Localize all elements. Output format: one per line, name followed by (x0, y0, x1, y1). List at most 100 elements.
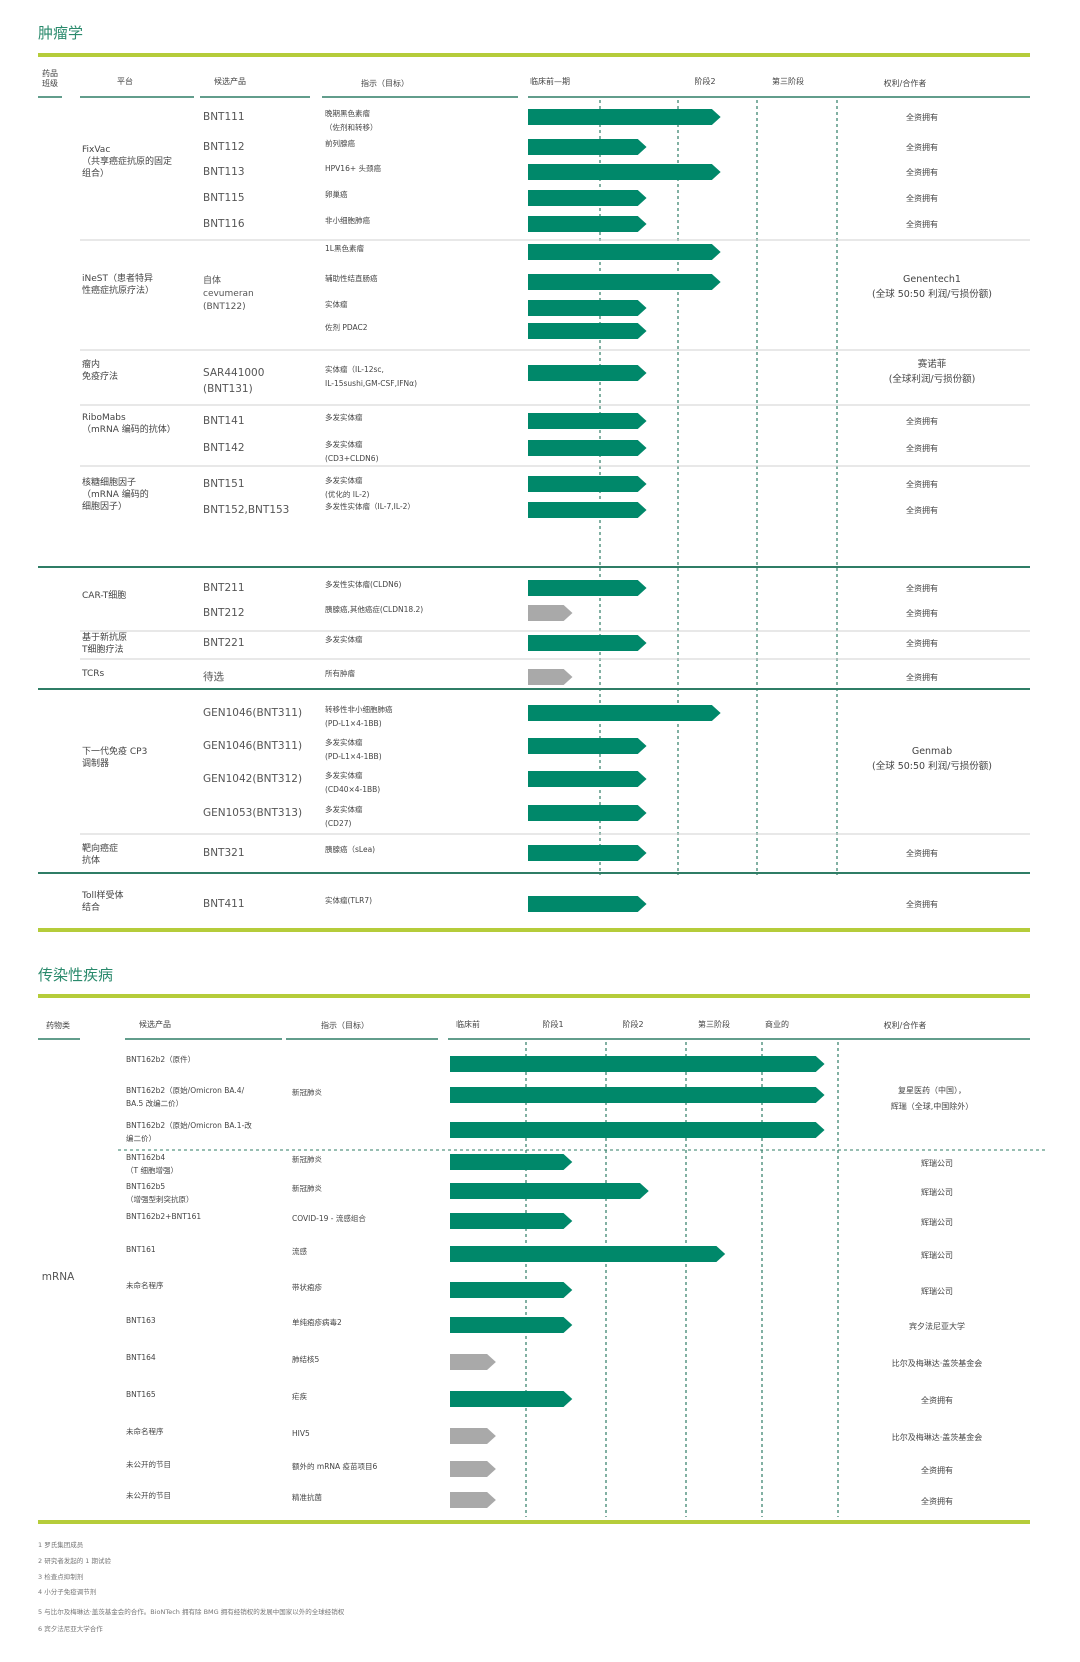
product-label: GEN1046(BNT311) (203, 707, 302, 719)
indication-label: 卵巢癌 (325, 189, 348, 199)
indication-label: 带状疱疹 (292, 1282, 322, 1292)
indication-label: 多发实体瘤 (325, 634, 363, 644)
product-label: BNT162b2（原始/Omicron BA.1-改编二价） (126, 1120, 252, 1143)
pipeline-bar (528, 440, 647, 456)
product-label: BNT162b2+BNT161 (126, 1212, 201, 1221)
rights-label: 全资拥有 (906, 443, 938, 453)
product-label: BNT321 (203, 847, 245, 859)
rights-label: 全资拥有 (921, 1395, 953, 1405)
rights-label: 辉瑞公司 (921, 1286, 953, 1296)
rights-label: 全资拥有 (906, 672, 938, 682)
indication-label: 晚期黑色素瘤（佐剂和转移） (325, 108, 378, 132)
product-label: 未命名程序 (126, 1280, 164, 1290)
pipeline-bar (528, 771, 647, 787)
rights-label: 全资拥有 (906, 608, 938, 618)
pipeline-bar (450, 1087, 825, 1103)
header-stage: 商业的 (765, 1019, 789, 1029)
product-label: BNT111 (203, 111, 245, 123)
header-platform: 平台 (117, 76, 133, 86)
pipeline-bar (528, 502, 647, 518)
pipeline-bar (450, 1282, 573, 1298)
platform-label: Toll样受体结合 (81, 889, 123, 913)
header-stage: 阶段2 (694, 76, 715, 86)
pipeline-bar (450, 1183, 649, 1199)
rights-label: 全资拥有 (906, 505, 938, 515)
product-label: BNT211 (203, 582, 245, 594)
product-label: BNT152,BNT153 (203, 504, 289, 516)
product-label: BNT162b4 （T 细胞增强） (126, 1153, 178, 1175)
rights-label: 辉瑞公司 (921, 1187, 953, 1197)
indication-label: 多发性实体瘤（IL-7,IL-2） (325, 501, 415, 511)
pipeline-bar (528, 805, 647, 821)
indication-label: 胰腺癌（sLea) (325, 844, 375, 854)
rights-label: 比尔及梅琳达·盖茨基金会 (892, 1432, 983, 1442)
platform-label: 核糖细胞因子（mRNA 编码的细胞因子） (82, 476, 149, 512)
partner-rights: 复星医药（中国），辉瑞（全球,中国除外） (891, 1085, 974, 1111)
footnote: 4 小分子免疫调节剂 (38, 1587, 96, 1596)
indication-label: 多发实体瘤 (325, 412, 363, 422)
indication-label: 实体瘤 (325, 299, 348, 309)
indication-label: 非小细胞肺癌 (325, 215, 370, 225)
pipeline-bar (528, 365, 647, 381)
product-label: BNT162b2（原始/Omicron BA.4/BA.5 改编二价） (126, 1085, 245, 1108)
pipeline-bar (528, 323, 647, 339)
pipeline-bar (528, 476, 647, 492)
indication-label: 单纯疱疹病毒2 (292, 1317, 342, 1327)
rights-label: 全资拥有 (906, 583, 938, 593)
indication-label: 实体瘤(TLR7) (325, 895, 372, 905)
rights-label: 全资拥有 (921, 1496, 953, 1506)
rights-label: 全资拥有 (906, 219, 938, 229)
indication-label: 实体瘤（IL-12sc, IL-15sushi,GM-CSF,IFNα) (325, 364, 417, 388)
platform-label: 瘤内免疫疗法 (82, 358, 118, 382)
header-indication: 指示（目标） (321, 1020, 369, 1030)
pipeline-bar (528, 580, 647, 596)
pipeline-bar (528, 300, 647, 316)
infectious-title: 传染性疾病 (38, 966, 113, 984)
pipeline-bar (528, 845, 647, 861)
rights-label: 全资拥有 (906, 638, 938, 648)
rights-label: 全资拥有 (906, 416, 938, 426)
pipeline-bar (528, 190, 647, 206)
rights-label: 辉瑞公司 (921, 1217, 953, 1227)
product-label: BNT115 (203, 192, 245, 204)
indication-label: HPV16+ 头颈癌 (325, 163, 382, 173)
rights-label: 辉瑞公司 (921, 1250, 953, 1260)
header-class: 药物类 (46, 1020, 70, 1030)
oncology-title: 肿瘤学 (38, 24, 83, 42)
platform-label: 下一代免疫 CP3 调制器 (82, 745, 147, 769)
header-stage: 第三阶段 (772, 76, 804, 86)
indication-label: 精准抗菌 (292, 1492, 322, 1502)
indication-label: 新冠肺炎 (292, 1087, 322, 1097)
footnote: 3 检查点抑制剂 (38, 1572, 83, 1581)
rights-label: 全资拥有 (906, 899, 938, 909)
indication-label: 所有肿瘤 (325, 668, 355, 678)
platform-label: 基于新抗原 T细胞疗法 (81, 631, 127, 655)
indication-label: 新冠肺炎 (292, 1154, 322, 1164)
product-label: SAR441000 (BNT131) (203, 367, 264, 395)
indication-label: 流感 (292, 1246, 307, 1256)
pipeline-bar (528, 109, 721, 125)
pipeline-bar (450, 1056, 825, 1072)
indication-label: COVID-19 - 流感组合 (292, 1213, 366, 1223)
product-label: BNT112 (203, 141, 245, 153)
product-label: BNT151 (203, 478, 245, 490)
indication-label: 前列腺癌 (325, 138, 355, 148)
product-label: BNT165 (126, 1390, 156, 1399)
rights-label: 辉瑞公司 (921, 1158, 953, 1168)
rights-label: 比尔及梅琳达·盖茨基金会 (892, 1358, 983, 1368)
product-label: BNT162b5 （增强型刺突抗原） (126, 1182, 194, 1204)
indication-label: 佐剂 PDAC2 (325, 322, 368, 332)
pipeline-bar (450, 1213, 573, 1229)
rights-label: 全资拥有 (906, 193, 938, 203)
product-label: BNT113 (203, 166, 245, 178)
indication-label: 多发实体瘤(PD-L1×4-1BB) (325, 737, 382, 761)
indication-label: 肺结核5 (292, 1354, 319, 1364)
platform-label: 靶向癌症抗体 (82, 842, 118, 866)
header-stage: 阶段2 (622, 1019, 643, 1029)
platform-label: iNeST（患者特异性癌症抗原疗法） (82, 272, 154, 296)
pipeline-bar (528, 413, 647, 429)
product-label: 自体 cevumeran (BNT122) (203, 274, 254, 312)
rights-label: 全资拥有 (906, 479, 938, 489)
indication-label: 多发实体瘤(优化的 IL-2) (325, 475, 370, 499)
indication-label: 疟疾 (292, 1391, 307, 1401)
